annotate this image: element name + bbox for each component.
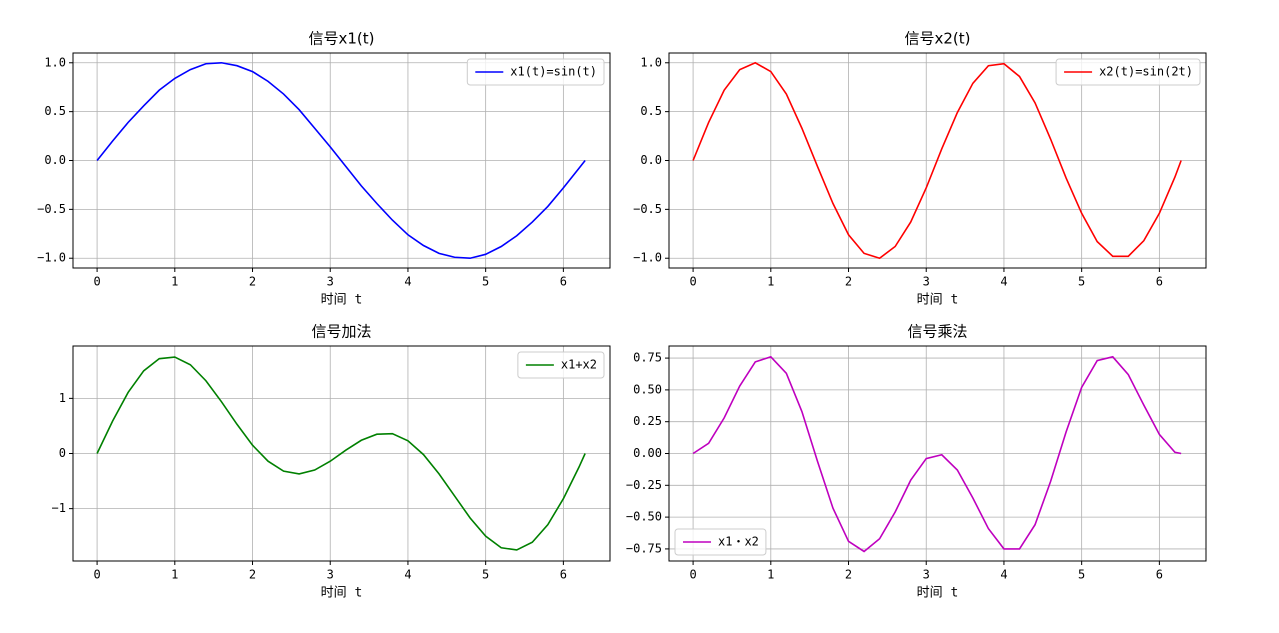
legend-label: x1+x2 [561, 358, 597, 372]
x-tick-label: 0 [93, 275, 100, 289]
x-tick-label: 2 [249, 275, 256, 289]
y-tick-label: 1.0 [640, 55, 662, 69]
x-tick-label: 1 [767, 568, 774, 582]
x-tick-label: 4 [404, 568, 411, 582]
x-tick-label: 4 [404, 275, 411, 289]
data-line [96, 61, 586, 260]
x-tick-label: 5 [1078, 568, 1085, 582]
x-tick-label: 3 [923, 568, 930, 582]
x-tick-label: 5 [482, 275, 489, 289]
y-tick-label: 1.0 [44, 55, 66, 69]
legend: x1・x2 [674, 528, 767, 556]
x-tick-label: 6 [560, 568, 567, 582]
legend: x2(t)=sin(2t) [1055, 58, 1201, 86]
legend-box [1055, 58, 1201, 86]
y-tick-label: 0.0 [44, 153, 66, 167]
x-tick-label: 0 [93, 568, 100, 582]
y-tick-label: −1 [52, 501, 66, 515]
y-tick-label: −0.50 [626, 510, 662, 524]
subplot: 信号x2(t) 时间 t 0 1 2 3 4 5 6 −1.0 −0.5 0.0 0.5 1.0 x2(t)… [633, 30, 1207, 308]
y-tick-label: −1.0 [633, 251, 662, 265]
subplot-title: 信号乘法 [907, 323, 967, 341]
y-tick-label: 0.0 [640, 153, 662, 167]
x-tick-label: 1 [171, 568, 178, 582]
x-tick-label: 0 [689, 275, 696, 289]
y-tick-label: 0.75 [633, 351, 662, 365]
x-tick-label: 2 [249, 568, 256, 582]
legend: x1+x2 [517, 351, 605, 379]
y-tick-label: −1.0 [37, 251, 66, 265]
y-tick-label: 0.50 [633, 382, 662, 396]
x-tick-label: 2 [845, 275, 852, 289]
y-tick-label: 0.5 [640, 104, 662, 118]
y-tick-label: 0.00 [633, 446, 662, 460]
x-axis-label: 时间 t [321, 293, 363, 308]
x-tick-label: 2 [845, 568, 852, 582]
x-tick-label: 1 [767, 275, 774, 289]
y-tick-label: −0.25 [626, 478, 662, 492]
x-tick-label: 3 [327, 275, 334, 289]
x-tick-label: 1 [171, 275, 178, 289]
legend-box [466, 58, 605, 86]
subplot-title: 信号加法 [311, 323, 371, 341]
y-tick-label: 0.5 [44, 104, 66, 118]
axes-frame [72, 345, 611, 562]
x-tick-label: 3 [923, 275, 930, 289]
data-line [96, 356, 586, 551]
y-tick-label: 0.25 [633, 414, 662, 428]
x-tick-label: 3 [327, 568, 334, 582]
data-line [692, 355, 1182, 553]
subplot-title: 信号x1(t) [308, 30, 374, 48]
legend-label: x1・x2 [718, 535, 759, 549]
axes-frame [72, 52, 611, 269]
x-axis-label: 时间 t [917, 586, 959, 601]
axes-frame [668, 52, 1207, 269]
legend: x1(t)=sin(t) [466, 58, 605, 86]
x-tick-label: 4 [1000, 568, 1007, 582]
x-axis-label: 时间 t [917, 293, 959, 308]
subplot-title: 信号x2(t) [904, 30, 970, 48]
legend-box [674, 528, 767, 556]
x-tick-label: 0 [689, 568, 696, 582]
axes-frame [668, 345, 1207, 562]
x-tick-label: 5 [1078, 275, 1085, 289]
y-tick-label: 1 [59, 391, 66, 405]
x-tick-label: 5 [482, 568, 489, 582]
y-tick-label: −0.75 [626, 541, 662, 555]
y-tick-label: −0.5 [633, 202, 662, 216]
y-tick-label: 0 [59, 446, 66, 460]
x-tick-label: 4 [1000, 275, 1007, 289]
x-tick-label: 6 [560, 275, 567, 289]
legend-label: x1(t)=sin(t) [510, 65, 597, 79]
y-tick-label: −0.5 [37, 202, 66, 216]
x-tick-label: 6 [1156, 275, 1163, 289]
subplot: 信号x1(t) 时间 t 0 1 2 3 4 5 6 −1.0 −0.5 0.0 0.5 1.0 x1(t)… [37, 30, 611, 308]
data-line [692, 61, 1182, 260]
x-tick-label: 6 [1156, 568, 1163, 582]
x-axis-label: 时间 t [321, 586, 363, 601]
legend-label: x2(t)=sin(2t) [1099, 65, 1193, 79]
legend-box [517, 351, 605, 379]
